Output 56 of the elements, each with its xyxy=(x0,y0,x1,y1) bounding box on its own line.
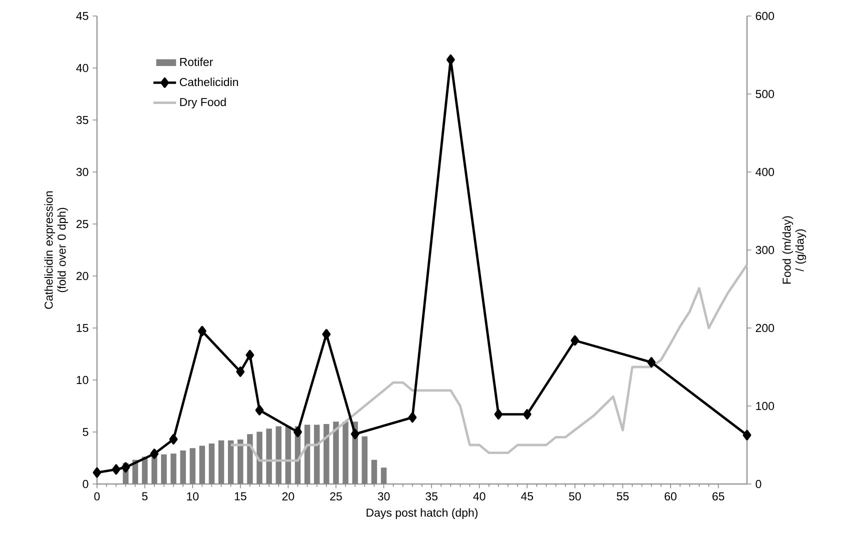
y-tick-label: 15 xyxy=(76,324,88,332)
point xyxy=(236,366,245,377)
legend-label: Cathelicidin xyxy=(180,78,238,86)
x-tick-label: 65 xyxy=(712,492,724,500)
y-tick-label: 0 xyxy=(82,480,88,488)
y-tick-label: 20 xyxy=(76,272,88,280)
y2-tick-label: 600 xyxy=(756,12,774,20)
x-tick-label: 50 xyxy=(569,492,581,500)
x-tick-label: 5 xyxy=(142,492,148,500)
x-tick-label: 35 xyxy=(426,492,438,500)
point xyxy=(446,54,455,65)
y2-tick-label: 500 xyxy=(756,90,774,98)
x-tick-label: 45 xyxy=(521,492,534,500)
point xyxy=(294,426,302,438)
point xyxy=(350,428,360,440)
point xyxy=(255,404,264,416)
y2-tick-label: 200 xyxy=(756,324,774,332)
point xyxy=(570,335,580,346)
x-tick-label: 40 xyxy=(473,492,486,500)
x-tick-label: 15 xyxy=(234,492,246,500)
point xyxy=(408,412,417,423)
point xyxy=(246,350,254,360)
legend-label: Dry Food xyxy=(180,98,226,108)
y-tick-label: 30 xyxy=(76,168,88,176)
y2-tick-label: 400 xyxy=(756,168,774,176)
x-tick-label: 25 xyxy=(330,492,342,500)
point xyxy=(121,462,130,473)
point xyxy=(522,409,532,420)
y-tick-label: 35 xyxy=(76,116,88,124)
point xyxy=(92,467,102,478)
y-tick-label: 5 xyxy=(82,428,88,436)
legend-label: Rotifer xyxy=(180,58,213,66)
x-tick-label: 60 xyxy=(664,492,676,500)
y2-axis-title: Food (m/day) / (g/day) xyxy=(782,216,806,284)
x-tick-label: 10 xyxy=(187,492,199,500)
x-axis-title: Days post hatch (dph) xyxy=(366,508,478,520)
x-tick-label: 20 xyxy=(282,492,294,500)
point xyxy=(494,409,503,420)
point xyxy=(198,326,206,336)
x-tick-label: 0 xyxy=(94,492,100,500)
point xyxy=(322,329,331,340)
y-tick-label: 40 xyxy=(76,64,88,72)
point xyxy=(150,448,159,460)
x-tick-label: 55 xyxy=(616,492,629,500)
y-tick-label: 10 xyxy=(76,376,88,384)
y2-tick-label: 0 xyxy=(756,480,762,488)
y2-tick-label: 100 xyxy=(756,402,774,410)
y-tick-label: 45 xyxy=(76,12,88,20)
y-tick-label: 25 xyxy=(76,220,88,228)
point xyxy=(169,434,178,444)
point xyxy=(112,464,120,475)
point xyxy=(647,357,656,368)
y2-tick-label: 300 xyxy=(756,246,774,254)
point xyxy=(742,430,752,440)
x-tick-label: 30 xyxy=(378,492,390,500)
y-axis-title: Cathelicidin expression (fold over 0 dph) xyxy=(44,191,68,309)
